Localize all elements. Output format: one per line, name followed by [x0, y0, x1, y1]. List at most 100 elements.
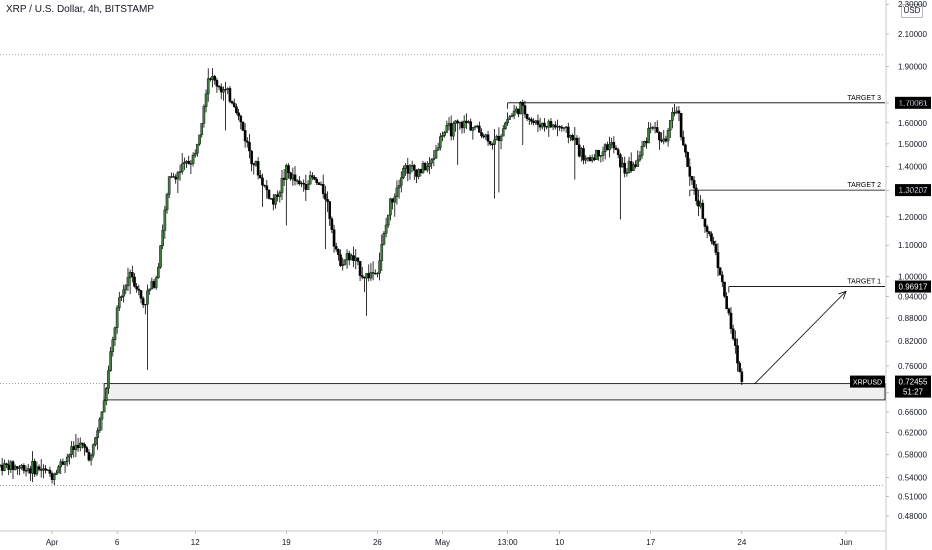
candle-body — [642, 141, 646, 147]
candle-body — [738, 362, 741, 372]
candle — [148, 288, 151, 295]
candle-body — [267, 189, 271, 199]
candle — [413, 163, 416, 181]
candle — [308, 170, 312, 185]
candle-body — [486, 134, 490, 142]
candle — [118, 291, 121, 311]
candle-body — [556, 126, 559, 128]
candle-body — [571, 135, 574, 141]
candle — [649, 122, 653, 134]
candle — [608, 136, 611, 158]
candle — [365, 273, 368, 316]
candle-body — [593, 157, 596, 160]
candle — [694, 184, 698, 206]
candle — [597, 149, 600, 161]
candle — [18, 465, 21, 476]
candle — [183, 157, 186, 171]
last-price-bg — [895, 375, 931, 398]
time-axis-label: 24 — [737, 538, 746, 547]
candle — [651, 125, 655, 131]
candle-body — [480, 132, 483, 137]
candle-body — [189, 163, 193, 165]
candle-body — [601, 151, 605, 156]
candle — [287, 163, 290, 179]
candle — [61, 458, 65, 466]
price-axis-label: 2.10000 — [898, 30, 927, 39]
candle — [298, 176, 301, 186]
candle — [452, 121, 455, 140]
candle-body — [434, 149, 438, 159]
price-axis-label: 1.10000 — [898, 241, 927, 250]
candle-body — [530, 119, 533, 122]
candle-body — [31, 460, 34, 474]
candle — [165, 192, 169, 214]
candle — [98, 417, 102, 433]
candle-body — [198, 134, 201, 145]
target-price-bg — [895, 280, 931, 293]
candle — [263, 184, 266, 188]
candle-body — [497, 136, 501, 141]
candle-body — [419, 168, 423, 174]
candle-body — [61, 461, 65, 465]
candle — [230, 100, 234, 105]
candle — [434, 144, 438, 159]
candle-body — [718, 267, 722, 276]
candle — [671, 107, 674, 129]
candle-body — [343, 259, 347, 265]
candle — [384, 217, 388, 238]
candle — [196, 143, 199, 157]
candle — [313, 175, 316, 181]
candle-body — [230, 101, 234, 104]
candle — [228, 85, 232, 104]
candle-body — [87, 452, 91, 461]
candle — [504, 121, 507, 130]
candle-body — [120, 296, 123, 298]
candle — [497, 127, 501, 193]
candle-body — [350, 255, 353, 261]
candle — [46, 468, 50, 471]
candle — [78, 437, 82, 452]
candle — [393, 193, 397, 217]
candle-body — [573, 137, 577, 141]
currency-button[interactable]: USD — [901, 4, 923, 18]
time-axis-label: 12 — [191, 538, 200, 547]
candle — [63, 460, 67, 474]
price-axis: 1.70081 1.30207 0.96917 2.30000 2.10000 1.900… — [850, 0, 931, 550]
candle-body — [519, 101, 522, 115]
candle — [491, 142, 494, 150]
candle-body — [677, 110, 681, 114]
candle — [517, 108, 520, 118]
candle — [415, 168, 418, 184]
candle-body — [471, 127, 475, 131]
candle-body — [302, 182, 305, 185]
candle-body — [393, 196, 397, 203]
candle — [337, 248, 340, 261]
price-axis-label: 1.90000 — [898, 63, 927, 72]
candle-body — [354, 257, 358, 262]
candle-body — [621, 162, 624, 168]
candle-body — [460, 121, 464, 129]
candle-body — [141, 298, 145, 306]
time-axis-label: 10 — [555, 538, 564, 547]
candle-body — [567, 126, 570, 138]
candle — [493, 128, 496, 199]
candle — [588, 154, 592, 162]
candle-body — [410, 165, 414, 167]
candle-body — [148, 288, 151, 291]
candle-body — [540, 122, 544, 128]
candle-body — [380, 244, 384, 262]
candle — [634, 160, 637, 169]
candle — [285, 163, 288, 226]
candle — [258, 170, 262, 179]
candle-body — [48, 469, 52, 474]
candle — [224, 81, 227, 131]
candle-body — [586, 157, 590, 159]
candle-body — [282, 177, 286, 180]
candle-body — [614, 147, 618, 150]
candle — [332, 224, 336, 253]
candle — [52, 472, 56, 486]
candle — [658, 131, 661, 150]
candle-body — [647, 127, 650, 144]
candle — [5, 462, 8, 469]
